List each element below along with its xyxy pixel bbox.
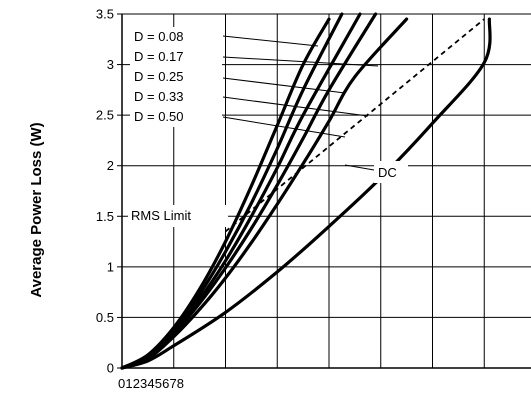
y-tick-label: 0.5 [96, 310, 114, 325]
leader-d008 [222, 35, 319, 47]
y-tick-labels: 0 0.5 1 1.5 2 2.5 3 3.5 [96, 7, 122, 376]
x-tick-label: 1 [125, 376, 132, 391]
label-d017: D = 0.17 [134, 49, 184, 64]
series-line-d-0-50 [120, 17, 409, 370]
x-tick-label: 3 [140, 376, 147, 391]
label-d050: D = 0.50 [134, 109, 184, 124]
rms-label-background [128, 205, 228, 227]
label-d033: D = 0.33 [134, 89, 184, 104]
x-tick-label: 5 [155, 376, 162, 391]
x-tick-label: 0 [118, 376, 125, 391]
leader-dc [344, 164, 375, 171]
y-tick-label: 2 [107, 158, 114, 173]
label-rms-limit: RMS Limit [131, 208, 191, 223]
y-tick-label: 1 [107, 259, 114, 274]
label-dc: DC [378, 165, 397, 180]
y-tick-label: 1.5 [96, 209, 114, 224]
rms-limit-line [224, 18, 485, 233]
legend-label-background [130, 27, 222, 127]
y-axis-label: Average Power Loss (W) [28, 122, 45, 297]
rms-limit-dashed-line [224, 18, 485, 233]
x-tick-label: 6 [162, 376, 169, 391]
axes [121, 14, 531, 369]
series-line-dc [120, 17, 492, 370]
label-d008: D = 0.08 [134, 29, 184, 44]
leader-lines [208, 35, 379, 215]
leader-d033 [222, 96, 369, 117]
y-tick-label: 3.5 [96, 7, 114, 22]
leader-d050 [222, 116, 346, 138]
x-tick-label: 8 [177, 376, 184, 391]
dc-label-background [374, 161, 408, 183]
series-lines [120, 12, 492, 370]
x-tick-label: 4 [147, 376, 154, 391]
x-tick-label: 7 [169, 376, 176, 391]
leader-d017 [222, 56, 379, 67]
y-tick-label: 0 [107, 361, 114, 376]
leader-d025 [222, 77, 346, 94]
y-tick-label: 3 [107, 57, 114, 72]
label-d025: D = 0.25 [134, 69, 184, 84]
y-tick-label: 2.5 [96, 108, 114, 123]
x-tick-label: 2 [133, 376, 140, 391]
